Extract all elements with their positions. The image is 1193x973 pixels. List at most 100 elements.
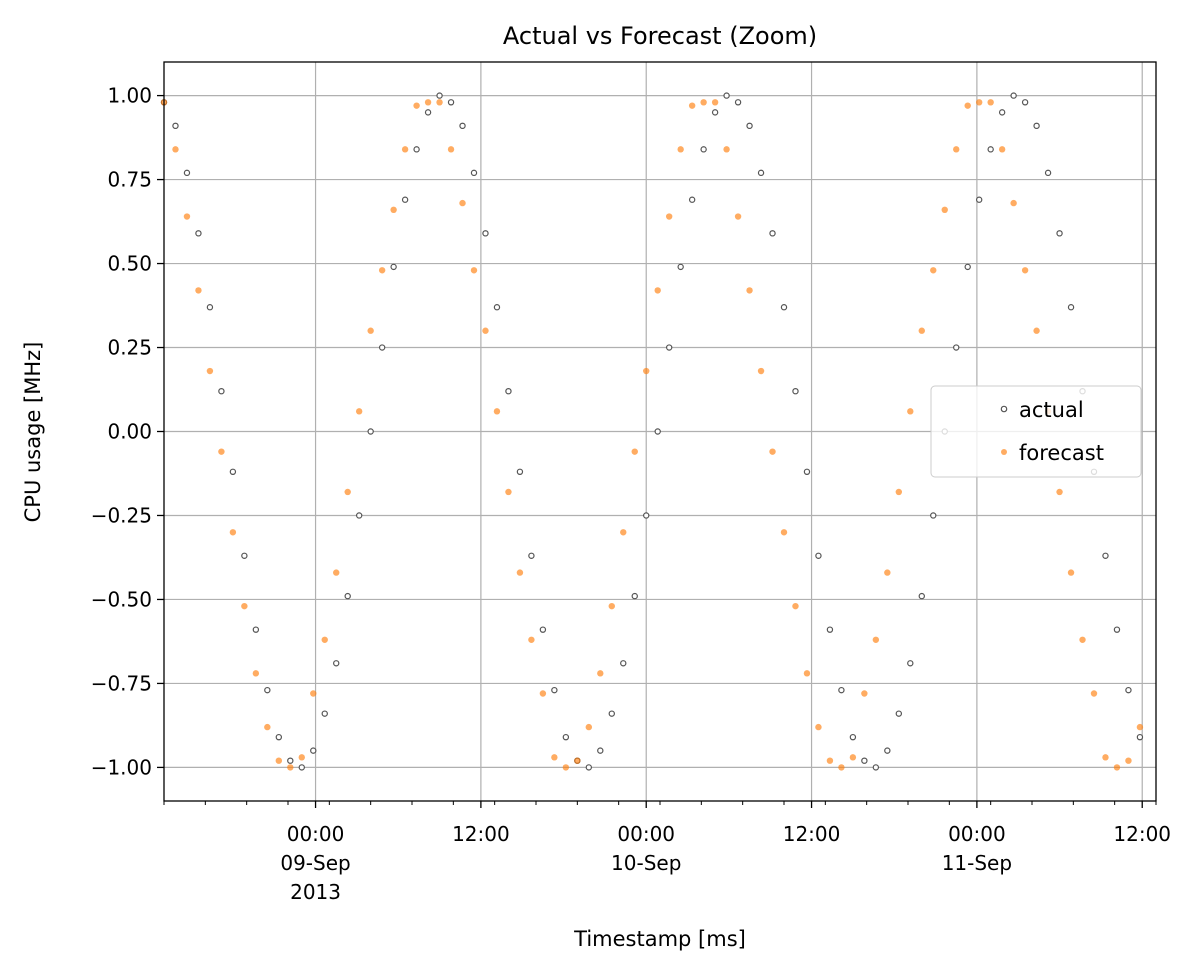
legend-marker-actual xyxy=(1000,405,1008,413)
point-actual xyxy=(355,512,363,519)
point-actual xyxy=(746,122,753,130)
point-actual xyxy=(195,230,202,237)
point-forecast xyxy=(241,602,248,610)
point-actual xyxy=(861,757,868,764)
point-forecast xyxy=(183,213,191,220)
point-actual xyxy=(1102,552,1109,559)
point-actual xyxy=(218,387,225,395)
point-actual xyxy=(998,109,1006,116)
point-actual xyxy=(321,710,328,717)
point-actual xyxy=(677,263,684,271)
point-actual xyxy=(447,99,455,106)
legend-label-forecast: forecast xyxy=(1019,441,1104,465)
point-forecast xyxy=(907,408,914,415)
point-forecast xyxy=(413,102,420,109)
point-forecast xyxy=(1090,690,1098,697)
point-forecast xyxy=(711,99,719,106)
point-actual xyxy=(723,92,730,99)
point-actual xyxy=(665,344,673,351)
y-axis-ticks: 1.00 0.75 0.50 0.25 0.00 −0.25 −0.50 −0.75 −1.00 xyxy=(91,84,164,779)
point-actual xyxy=(367,428,374,435)
point-forecast xyxy=(562,764,570,771)
point-forecast xyxy=(1067,569,1075,576)
y-tick-label: −0.25 xyxy=(91,503,152,527)
point-actual xyxy=(1056,230,1063,237)
point-forecast xyxy=(895,488,903,496)
point-actual xyxy=(172,122,179,130)
point-forecast xyxy=(206,367,214,375)
point-forecast xyxy=(861,690,868,697)
point-actual xyxy=(964,263,971,271)
chart-title: Actual vs Forecast (Zoom) xyxy=(503,22,817,50)
x-tick-label: 00:00 xyxy=(287,822,345,846)
point-forecast xyxy=(1102,754,1109,761)
x-tick-label: 10-Sep xyxy=(611,851,681,875)
x-tick-label: 11-Sep xyxy=(942,851,1012,875)
point-forecast xyxy=(838,764,845,771)
point-actual xyxy=(838,686,845,694)
point-actual xyxy=(378,344,386,351)
point-actual xyxy=(620,660,627,667)
point-forecast xyxy=(597,670,604,677)
point-actual xyxy=(700,146,707,153)
x-tick-label: 12:00 xyxy=(452,822,510,846)
y-tick-label: −1.00 xyxy=(91,755,152,779)
point-forecast xyxy=(551,754,558,761)
point-forecast xyxy=(815,723,822,731)
point-forecast xyxy=(493,408,501,415)
point-actual xyxy=(631,592,638,600)
point-forecast xyxy=(172,146,179,153)
point-forecast xyxy=(574,757,581,764)
point-actual xyxy=(711,109,719,116)
point-forecast xyxy=(505,488,512,496)
point-actual xyxy=(1021,99,1029,106)
point-actual xyxy=(1010,92,1017,99)
y-tick-label: 0.75 xyxy=(107,168,152,192)
point-forecast xyxy=(953,146,960,153)
point-forecast xyxy=(470,267,478,274)
point-actual xyxy=(344,592,351,600)
point-actual xyxy=(734,99,742,106)
point-actual xyxy=(275,733,283,741)
point-forecast xyxy=(321,636,328,643)
point-forecast xyxy=(734,213,742,220)
point-actual xyxy=(436,92,443,99)
point-actual xyxy=(907,660,914,667)
point-forecast xyxy=(355,408,363,415)
point-forecast xyxy=(987,99,994,106)
point-actual xyxy=(401,196,409,203)
legend-label-actual: actual xyxy=(1019,398,1084,422)
point-forecast xyxy=(287,764,294,771)
point-forecast xyxy=(688,102,696,109)
point-forecast xyxy=(1021,267,1029,274)
point-forecast xyxy=(401,146,409,153)
point-forecast xyxy=(424,99,432,106)
point-actual xyxy=(298,764,305,771)
point-forecast xyxy=(482,327,489,334)
point-actual xyxy=(551,686,558,694)
point-forecast xyxy=(459,199,466,207)
point-actual xyxy=(413,146,420,153)
point-forecast xyxy=(195,287,202,294)
point-forecast xyxy=(298,754,305,761)
point-actual xyxy=(528,552,535,559)
point-actual xyxy=(585,764,593,771)
point-forecast xyxy=(367,327,374,334)
point-forecast xyxy=(1079,636,1086,643)
point-actual xyxy=(287,757,294,764)
legend-box xyxy=(930,385,1142,478)
x-axis-ticks: 00:00 09-Sep 2013 12:00 00:00 10-Sep 12:00 00:0… xyxy=(163,801,1171,904)
point-forecast xyxy=(826,757,834,764)
point-actual xyxy=(241,552,248,559)
point-forecast xyxy=(516,569,524,576)
point-actual xyxy=(516,468,524,476)
x-tick-label: 2013 xyxy=(290,880,341,904)
point-actual xyxy=(826,626,834,633)
point-forecast xyxy=(1113,764,1121,771)
point-actual xyxy=(769,230,776,237)
y-tick-label: 1.00 xyxy=(107,84,152,108)
point-actual xyxy=(975,196,983,203)
point-actual xyxy=(1136,733,1144,741)
point-forecast xyxy=(252,670,260,677)
